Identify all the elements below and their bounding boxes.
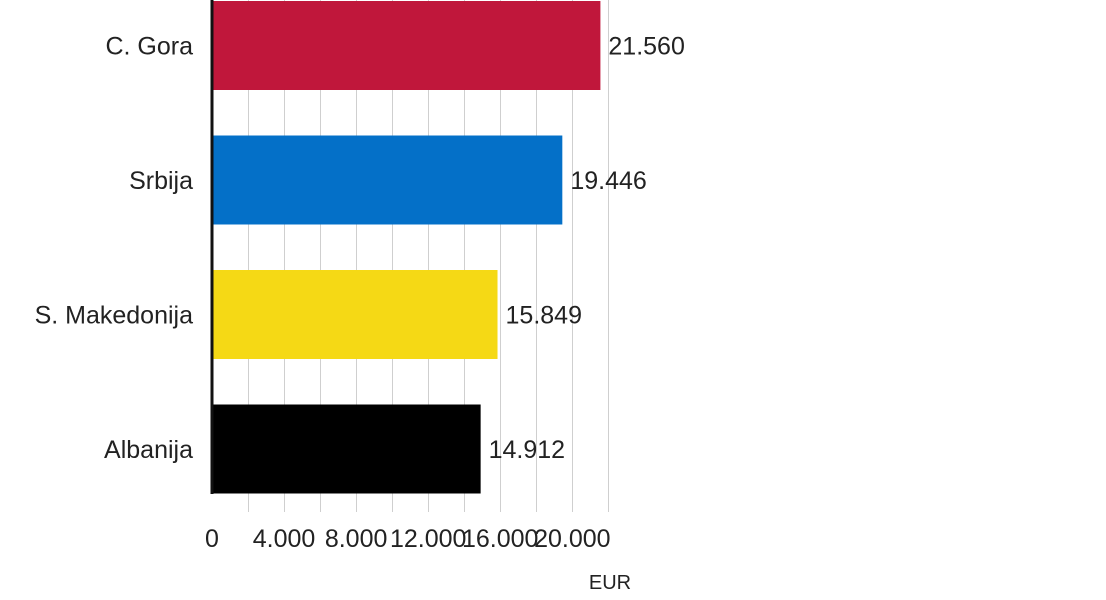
category-labels: C. Gora Srbija S. Makedonija Albanija: [35, 33, 194, 465]
x-axis-title: EUR: [589, 572, 631, 594]
bar-srbija: [212, 135, 563, 225]
value-label-s-makedonija: 15.849: [506, 302, 582, 330]
value-label-c-gora: 21.560: [608, 33, 684, 61]
x-tick-label-8000: 8.000: [325, 525, 388, 553]
value-labels: 21.560 19.446 15.849 14.912: [489, 33, 685, 465]
bars: [212, 1, 601, 494]
category-label-s-makedonija: S. Makedonija: [35, 302, 194, 330]
x-tick-label-0: 0: [205, 525, 219, 553]
x-tick-label-20000: 20.000: [534, 525, 610, 553]
x-tick-label-16000: 16.000: [462, 525, 538, 553]
value-label-albanija: 14.912: [489, 436, 565, 464]
bar-albanija: [212, 404, 481, 494]
bar-c-gora: [212, 1, 601, 90]
x-tick-label-12000: 12.000: [390, 525, 466, 553]
value-label-srbija: 19.446: [570, 167, 646, 195]
bar-s-makedonija: [212, 270, 498, 359]
category-label-c-gora: C. Gora: [105, 33, 193, 61]
category-label-albanija: Albanija: [104, 436, 193, 464]
x-tick-label-4000: 4.000: [253, 525, 316, 553]
category-label-srbija: Srbija: [129, 167, 193, 195]
